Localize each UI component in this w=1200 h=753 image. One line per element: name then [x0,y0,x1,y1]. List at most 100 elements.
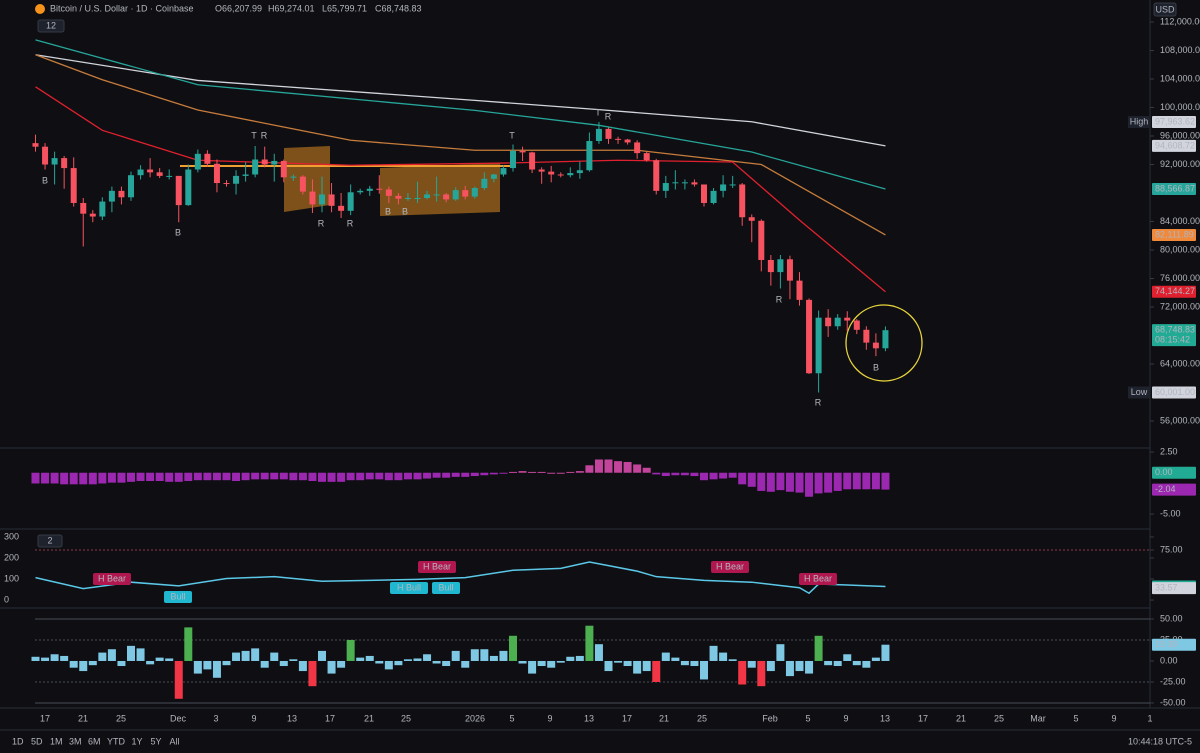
x-tick-label: 1 [1147,713,1152,723]
candle-body [510,150,516,169]
candle-body [538,169,545,172]
moving-average [35,86,886,293]
candle-body [882,330,889,349]
candle-body [70,168,77,203]
histogram-bar [785,660,794,677]
histogram-bar [127,645,135,661]
price-label-box [1152,324,1196,347]
price-label-box [1152,582,1196,595]
candle-body [213,163,220,184]
histogram-bar [785,472,794,492]
y-tick-label: -25.00 [1160,676,1186,686]
histogram-bar [671,472,680,476]
histogram-bar [575,655,584,661]
histogram-bar [327,472,336,482]
histogram-bar [528,471,537,473]
y-tick-label: 112,000.00 [1160,16,1200,26]
histogram-bar [136,472,145,482]
price-tag-box [1128,386,1150,399]
candle-body [863,329,870,343]
candle-body [681,182,688,184]
range-button[interactable]: 5Y [151,736,162,746]
histogram-bar [451,650,460,661]
candle-body [147,169,154,173]
signal: T [509,130,515,140]
y-tick-label: 92,000.00 [1160,159,1200,169]
histogram-bar [260,472,269,480]
candle-body [395,195,402,199]
price-label-box [1152,285,1196,298]
histogram-bar [184,472,193,482]
histogram-bar [728,472,737,478]
annotation: H Bear [716,561,744,571]
histogram-bar [537,660,546,667]
histogram-bar [642,467,651,473]
currency[interactable]: USD [1155,4,1175,14]
x-tick-label: 17 [40,713,50,723]
range-button[interactable]: 6M [88,736,101,746]
histogram-bar [117,660,126,667]
histogram-bar [871,657,880,661]
range-button[interactable]: 1D [12,736,24,746]
range-button[interactable]: 1Y [132,736,143,746]
histogram-bar [833,472,842,491]
y-tick-label: 0 [4,594,9,604]
histogram-bar [881,472,890,490]
histogram-bar [184,627,193,661]
histogram-bar [843,472,852,490]
histogram-bar [146,472,155,482]
histogram-bar [680,660,689,666]
range-button[interactable]: 5D [31,736,43,746]
histogram-bar [356,657,365,661]
histogram-bar [413,658,422,661]
moving-average [35,39,886,190]
price-label: 33.57 [1155,582,1178,592]
histogram-bar [88,660,97,666]
annotation: Bull [170,591,185,601]
candle-body [424,194,431,198]
x-tick-label: 5 [1073,713,1078,723]
x-tick-label: 9 [547,713,552,723]
histogram-bar [117,472,126,483]
histogram-bar [146,660,155,665]
candle-body [166,175,173,177]
x-tick-label: 25 [116,713,126,723]
candle-body [786,259,793,281]
histogram-bar [604,660,613,672]
y-tick-label: 50.00 [1160,613,1183,623]
histogram-bar [174,472,183,482]
histogram-bar [241,472,250,481]
price-label-box [1152,228,1196,241]
badge-box [37,19,65,33]
oscillator-line [35,561,886,595]
zone-box [380,163,500,216]
x-tick-label: 25 [994,713,1004,723]
y-tick-label: 100 [4,573,19,583]
histogram-bar [719,472,728,479]
histogram-bar [709,645,718,661]
y-tick-label: -5.00 [1160,508,1181,518]
price-label-box [1152,182,1196,195]
range-button[interactable]: All [170,736,180,746]
range-button[interactable]: YTD [107,736,126,746]
histogram-bar [69,660,78,668]
currency-box[interactable] [1153,2,1177,17]
histogram-bar [308,660,317,687]
signal: B [42,175,48,185]
histogram-bar [365,472,374,480]
signal: B [402,206,408,216]
histogram-bar [518,471,527,473]
y-tick-label: 108,000.00 [1160,45,1200,55]
price-label: 97,963.62 [1155,116,1195,126]
candle-body [357,190,364,193]
histogram-bar [747,660,756,668]
histogram-bar [566,471,575,473]
annotation-box [432,582,460,594]
range-button[interactable]: 3M [69,736,82,746]
range-button[interactable]: 1M [50,736,63,746]
x-tick-label: 9 [251,713,256,723]
candle-body [872,342,879,349]
candle-body [204,153,211,164]
candle-body [529,152,536,170]
price-tag: Low [1131,387,1148,397]
